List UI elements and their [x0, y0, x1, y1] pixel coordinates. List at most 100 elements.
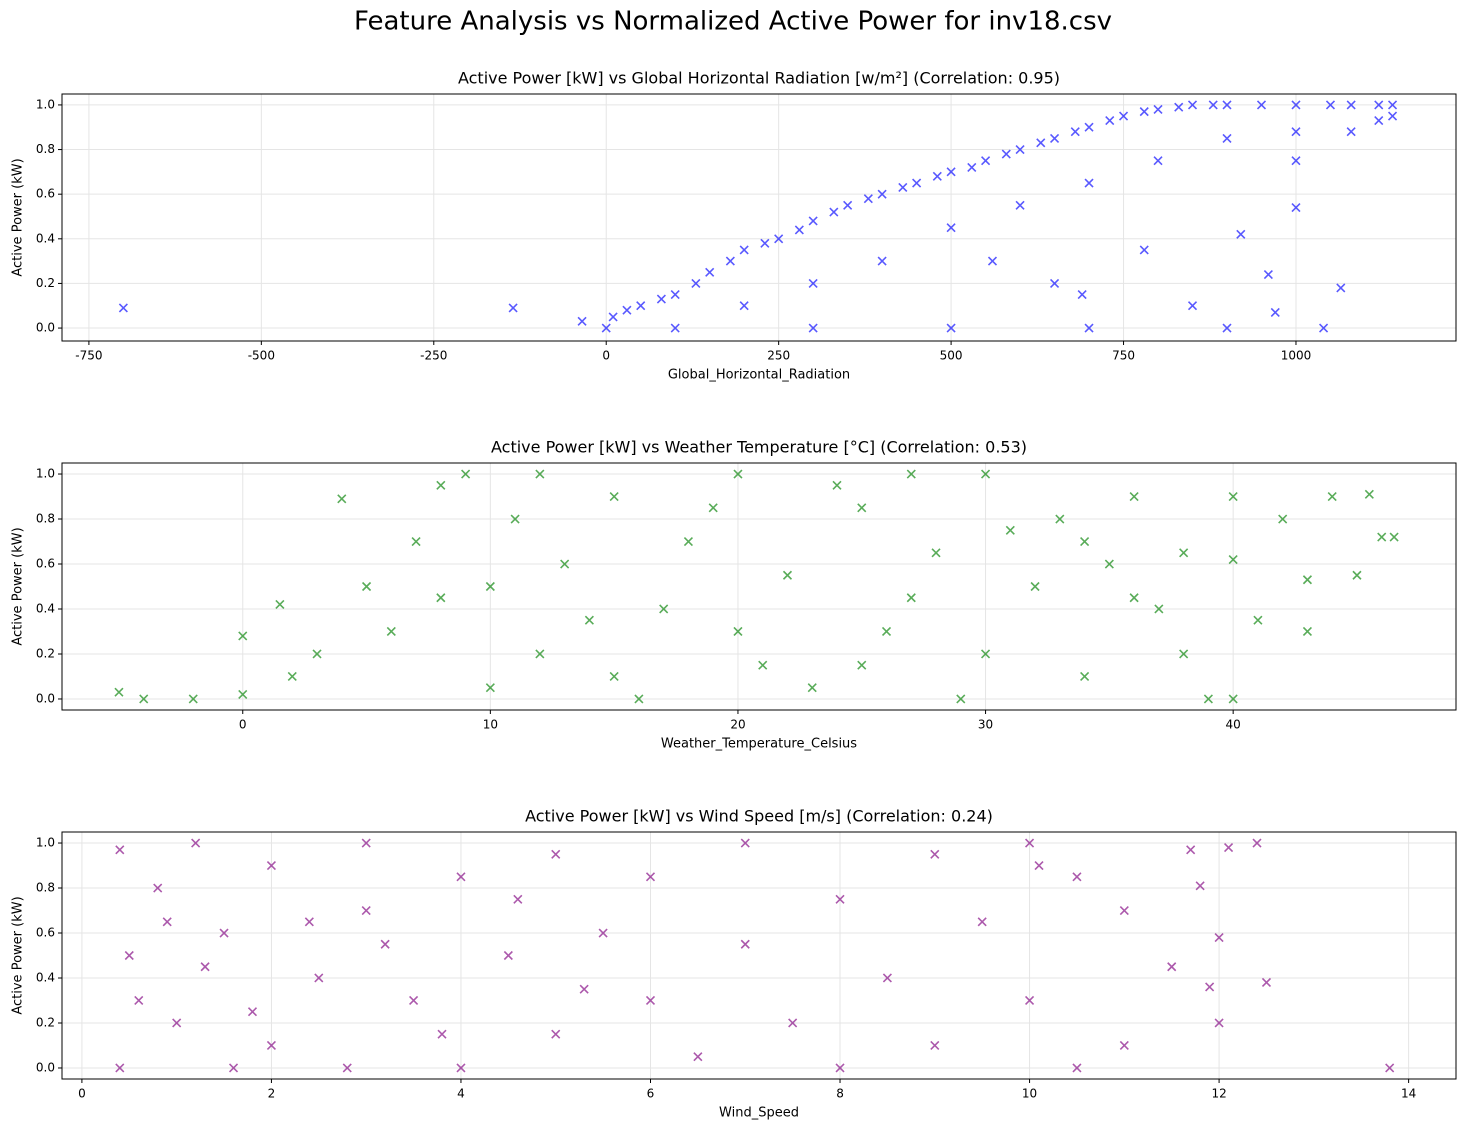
scatter-point	[1387, 100, 1398, 110]
x-tick-label: 250	[767, 349, 790, 363]
scatter-point	[877, 256, 887, 266]
scatter-point	[162, 917, 172, 927]
scatter-point	[1049, 133, 1060, 143]
scatter-point	[386, 626, 396, 637]
scatter-point	[932, 171, 942, 181]
scatter-point	[1228, 694, 1238, 704]
scatter-point	[877, 189, 887, 199]
scatter-point	[808, 323, 818, 333]
scatter-point	[238, 631, 248, 641]
scatter-point	[1223, 842, 1234, 853]
scatter-point	[931, 548, 941, 558]
y-tick-label: 0.2	[36, 276, 55, 290]
scatter-point	[1119, 905, 1129, 916]
y-tick-label: 0.0	[36, 691, 55, 705]
scatter-point	[1084, 323, 1094, 333]
scatter-point	[1228, 491, 1238, 502]
scatter-point	[1129, 593, 1139, 603]
scatter-point	[115, 845, 125, 855]
scatter-point	[1179, 548, 1189, 558]
scatter-point	[1222, 100, 1232, 110]
scatter-point	[266, 1040, 276, 1051]
scatter-point	[898, 182, 908, 193]
scatter-point	[1015, 200, 1025, 210]
scatter-point	[1084, 178, 1094, 188]
scatter-point	[794, 225, 804, 235]
x-tick-label: 0	[239, 718, 247, 732]
scatter-point	[882, 973, 892, 983]
scatter-point	[1030, 581, 1040, 592]
scatter-point	[287, 671, 297, 682]
x-tick-label: -250	[420, 349, 447, 363]
y-tick-label: 0.4	[36, 231, 55, 245]
y-axis-label: Active Power (kW)	[11, 527, 26, 645]
scatter-point	[1153, 156, 1163, 166]
scatter-point	[691, 278, 701, 288]
scatter-point	[1034, 860, 1044, 871]
subplot-title: Active Power [kW] vs Global Horizontal R…	[458, 69, 1060, 88]
scatter-point	[656, 294, 666, 304]
scatter-point	[1208, 100, 1218, 110]
scatter-point	[1118, 111, 1129, 121]
scatter-point	[980, 469, 991, 479]
scatter-point	[1228, 554, 1238, 565]
scatter-point	[456, 1063, 466, 1073]
scatter-point	[645, 872, 656, 882]
scatter-point	[1261, 977, 1272, 988]
scatter-point	[380, 939, 390, 949]
scatter-point	[115, 1063, 125, 1073]
scatter-point	[739, 301, 749, 311]
scatter-point	[1214, 932, 1224, 943]
scatter-point	[1187, 100, 1198, 110]
scatter-point	[1154, 604, 1164, 614]
x-tick-label: 0	[602, 349, 610, 363]
scatter-point	[807, 683, 817, 693]
scatter-point	[774, 234, 784, 244]
x-tick-label: 40	[1226, 718, 1241, 732]
y-tick-label: 0.6	[36, 557, 55, 571]
scatter-point	[725, 256, 735, 266]
scatter-point	[139, 694, 149, 704]
scatter-point	[1222, 323, 1232, 333]
scatter-point	[832, 480, 842, 490]
scatter-point	[1015, 144, 1025, 155]
plot-frame	[61, 831, 1457, 1080]
scatter-point	[946, 167, 956, 177]
scatter-point	[1278, 514, 1288, 524]
x-tick-label: 30	[978, 718, 993, 732]
scatter-point	[1253, 615, 1263, 625]
scatter-point	[835, 894, 845, 904]
scatter-point	[634, 694, 644, 704]
scatter-point	[1385, 1063, 1395, 1073]
scatter-point	[987, 256, 998, 266]
scatter-point	[659, 604, 669, 614]
scatter-point	[228, 1063, 239, 1073]
scatter-point	[485, 581, 495, 592]
scatter-point	[1327, 491, 1337, 502]
x-tick-label: 20	[730, 718, 745, 732]
scatter-point	[1195, 881, 1205, 891]
scatter-point	[981, 156, 991, 166]
scatter-point	[1005, 525, 1015, 535]
scatter-point	[1374, 115, 1384, 126]
plot-frame	[61, 462, 1457, 711]
y-axis-label: Active Power (kW)	[11, 158, 26, 276]
scatter-point	[1364, 489, 1374, 499]
x-tick-label: -750	[75, 349, 102, 363]
scatter-point	[508, 303, 518, 313]
scatter-point	[1187, 301, 1198, 311]
scatter-point	[1222, 133, 1232, 143]
figure-title: Feature Analysis vs Normalized Active Po…	[354, 7, 1112, 37]
scatter-point	[1352, 570, 1362, 580]
scatter-point	[560, 559, 570, 569]
scatter-point	[584, 615, 594, 625]
scatter-point	[946, 323, 956, 333]
scatter-point	[1080, 671, 1090, 682]
scatter-point	[857, 660, 867, 670]
scatter-point	[266, 860, 276, 871]
scatter-point	[829, 207, 839, 217]
scatter-point	[598, 928, 608, 938]
scatter-point	[1072, 872, 1082, 882]
scatter-point	[172, 1018, 182, 1028]
